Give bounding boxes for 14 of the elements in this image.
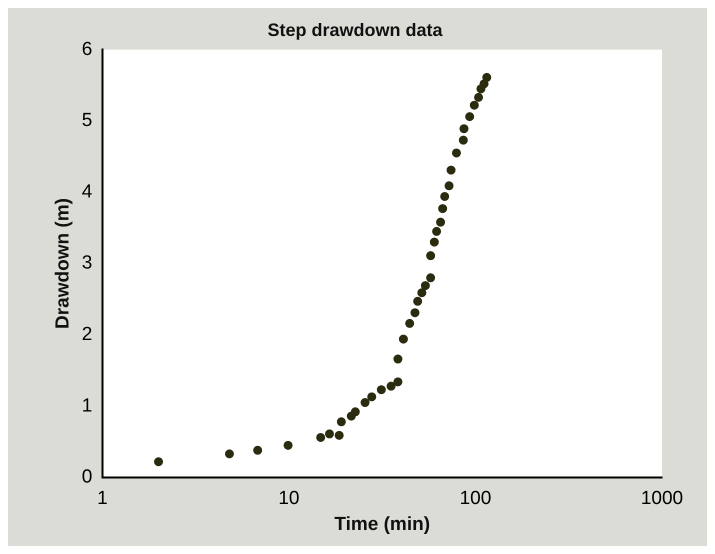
y-tick-label: 3	[82, 252, 92, 274]
x-tick-label: 1000	[640, 488, 684, 510]
y-tick-label: 4	[82, 181, 93, 202]
y-tick-label: 2	[82, 324, 92, 346]
x-tick-label: 100	[460, 488, 492, 510]
x-tick-label: 10	[278, 488, 300, 510]
x-axis-title: Time (min)	[334, 514, 430, 535]
x-tick-label: 1	[97, 488, 108, 510]
y-axis-title: Drawdown (m)	[52, 198, 74, 329]
y-tick-label: 0	[82, 466, 92, 488]
y-tick-label: 6	[82, 38, 92, 60]
y-tick-label: 5	[82, 110, 92, 132]
y-tick-label: 1	[82, 395, 92, 416]
chart-title: Step drawdown data	[267, 20, 444, 40]
